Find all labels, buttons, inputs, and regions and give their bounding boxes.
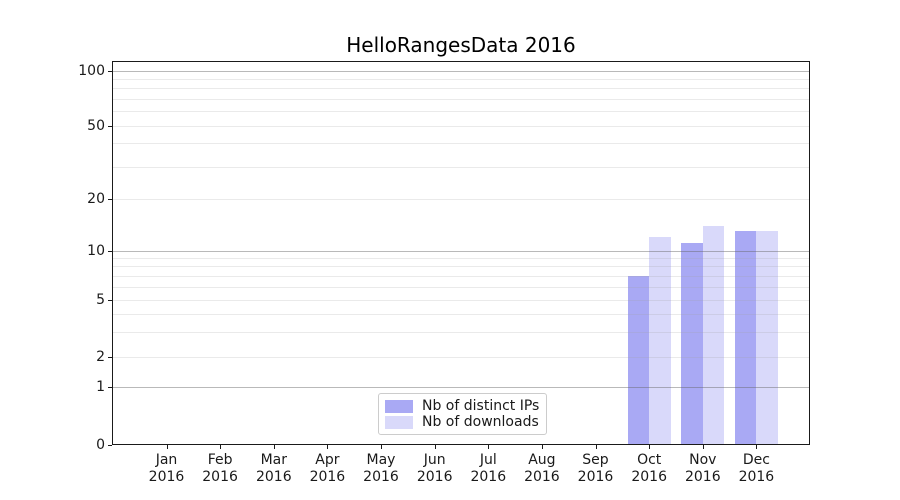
major-gridline: [113, 387, 809, 388]
major-gridline: [113, 70, 809, 72]
y-tick-label: 50: [87, 117, 105, 134]
legend-label-distinct-ips: Nb of distinct IPs: [422, 398, 540, 414]
x-tick-mark: [166, 445, 168, 449]
y-tick-label: 5: [96, 292, 105, 308]
y-tick-label: 100: [78, 62, 105, 79]
x-tick-mark: [327, 445, 329, 449]
y-tick-label: 0: [96, 437, 105, 453]
x-tick-label: Jun 2016: [416, 452, 453, 485]
x-tick-label: Feb 2016: [202, 452, 238, 485]
y-tick-mark: [108, 445, 112, 446]
y-tick-mark: [108, 300, 112, 301]
bar-downloads-nov: [702, 225, 725, 444]
bar-downloads-oct: [649, 237, 671, 444]
y-tick-label: 2: [96, 349, 105, 365]
minor-gridline: [113, 357, 809, 358]
minor-gridline: [113, 98, 809, 100]
major-gridline: [113, 250, 809, 252]
x-tick-label: Jul 2016: [470, 452, 507, 485]
x-tick-mark: [273, 445, 275, 449]
x-tick-label: Apr 2016: [309, 452, 346, 485]
minor-gridline: [113, 199, 809, 200]
bars-layer: [113, 62, 809, 444]
y-tick-mark: [108, 357, 112, 358]
x-tick-mark: [434, 445, 436, 449]
x-tick-mark: [488, 445, 490, 449]
minor-gridline: [113, 258, 809, 259]
grid-layer: [113, 62, 809, 444]
minor-gridline: [113, 300, 809, 301]
legend-swatch-downloads: [385, 415, 413, 429]
x-tick-label: May 2016: [363, 452, 399, 485]
y-tick-mark: [108, 250, 112, 252]
y-tick-mark: [108, 387, 112, 388]
x-tick-label: Sep 2016: [577, 452, 614, 485]
y-tick-label: 10: [87, 242, 105, 259]
bar-distinct-ips-nov: [681, 243, 703, 444]
y-tick-mark: [108, 70, 112, 72]
bar-distinct-ips-dec: [735, 231, 757, 444]
minor-gridline: [113, 266, 809, 268]
minor-gridline: [113, 313, 809, 315]
minor-gridline: [113, 276, 809, 277]
y-tick-mark: [108, 199, 112, 200]
legend-item-downloads: Nb of downloads: [385, 414, 539, 430]
minor-gridline: [113, 88, 809, 90]
legend-item-distinct-ips: Nb of distinct IPs: [385, 398, 540, 414]
minor-gridline: [113, 125, 809, 127]
chart-title: HelloRangesData 2016: [346, 33, 576, 57]
legend: Nb of distinct IPs Nb of downloads: [378, 393, 547, 435]
x-tick-mark: [381, 445, 382, 449]
minor-gridline: [113, 78, 809, 80]
x-tick-label: Aug 2016: [524, 452, 560, 485]
minor-gridline: [113, 143, 809, 145]
x-tick-mark: [220, 445, 222, 449]
legend-label-downloads: Nb of downloads: [422, 414, 539, 430]
x-tick-mark: [702, 445, 704, 449]
y-tick-label: 1: [96, 379, 105, 395]
x-tick-label: Nov 2016: [684, 452, 721, 485]
y-tick-mark: [108, 125, 112, 127]
y-tick-label: 20: [87, 191, 105, 207]
minor-gridline: [113, 287, 809, 288]
x-tick-label: Mar 2016: [255, 452, 292, 485]
bar-downloads-dec: [756, 231, 778, 444]
minor-gridline: [113, 166, 809, 168]
x-tick-label: Oct 2016: [631, 452, 667, 485]
x-tick-label: Dec 2016: [738, 452, 775, 485]
minor-gridline: [113, 111, 809, 112]
bar-distinct-ips-oct: [627, 276, 650, 444]
x-tick-mark: [595, 445, 597, 449]
plot-area: [112, 61, 810, 445]
x-tick-mark: [541, 445, 543, 449]
x-tick-mark: [756, 445, 758, 449]
x-tick-mark: [649, 445, 651, 449]
x-tick-label: Jan 2016: [148, 452, 185, 485]
legend-swatch-distinct-ips: [385, 399, 413, 413]
minor-gridline: [113, 331, 809, 333]
